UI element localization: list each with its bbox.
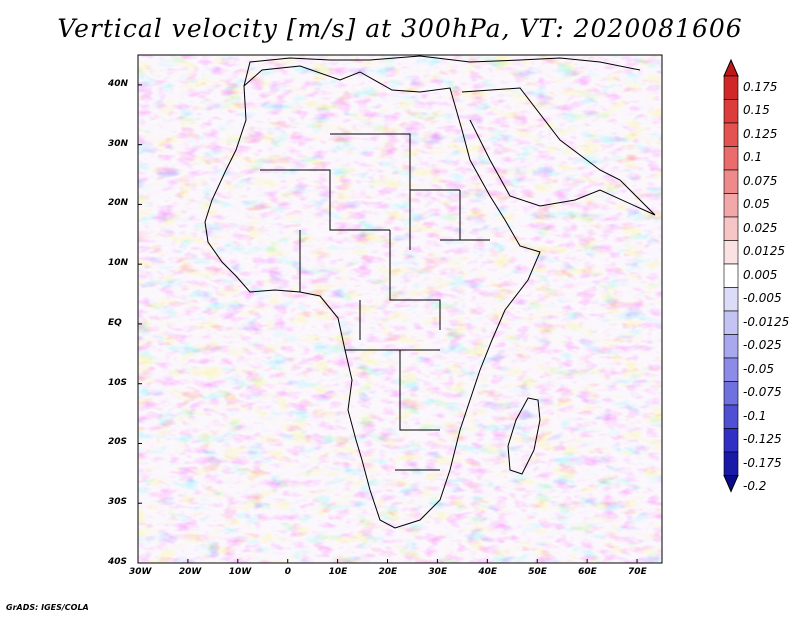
colorbar-swatch [723,146,739,171]
colorbar-label: -0.025 [743,338,782,353]
madagascar-coastline [507,397,541,475]
axis-ticks [137,84,638,564]
colorbar-label: 0.005 [743,267,778,282]
colorbar-label: 0.175 [743,79,778,94]
map-frame [137,54,663,564]
colorbar-swatch [723,99,739,124]
colorbar-top-triangle [723,58,739,77]
colorbar-swatch [723,169,739,194]
colorbar-label: -0.2 [743,479,767,494]
arabia-coastline [461,87,656,216]
lon-label: 0 [284,567,291,577]
lon-label: 30E [428,567,448,577]
lat-label: 10N [108,258,129,269]
coastlines [204,55,656,529]
colorbar-swatch [723,75,739,100]
colorbar-label: -0.05 [743,361,775,376]
colorbar-swatch [723,310,739,335]
colorbar-swatch [723,451,739,476]
lon-label: 20E [378,567,398,577]
lat-label: 30N [108,138,129,149]
colorbar-label: 0.05 [743,197,770,212]
colorbar-label: -0.0125 [743,314,790,329]
lon-label: 70E [628,567,647,577]
colorbar-swatch [723,193,739,218]
colorbar-label: -0.175 [743,455,782,470]
colorbar-swatch [723,122,739,147]
velocity-field [138,55,662,563]
lon-label: 10E [328,567,348,577]
colorbar-label: -0.1 [743,408,767,423]
credit-text: GrADS: IGES/COLA [6,603,89,612]
colorbar-swatch [723,357,739,382]
lon-label: 50E [528,567,547,577]
lon-label: 10W [228,567,252,577]
colorbar-swatch [723,428,739,453]
colorbar-swatch [723,287,739,312]
africa-coastline [204,65,541,529]
lat-label: 20S [108,437,128,448]
border-lines [260,133,490,471]
colorbar-swatch [723,404,739,429]
map-title: Vertical velocity [m/s] at 300hPa, VT: 2… [57,14,743,43]
colorbar-swatch [723,334,739,359]
colorbar-label: 0.0125 [743,244,785,259]
lat-label: 20N [108,198,129,209]
lon-label: 40E [478,567,498,577]
lat-label: EQ [108,317,122,328]
colorbar [723,58,739,493]
colorbar-label: 0.125 [743,126,778,141]
colorbar-bottom-triangle [723,475,739,493]
lat-label: 10S [108,377,128,388]
colorbar-label: -0.005 [743,291,782,306]
lat-label: 30S [108,497,128,508]
lat-label: 40N [108,78,129,89]
lon-label: 60E [578,567,597,577]
colorbar-swatch [723,216,739,241]
colorbar-label: 0.1 [743,150,763,165]
lon-label: 30W [129,567,152,577]
lat-label: 40S [108,557,128,567]
colorbar-label: -0.125 [743,432,782,447]
colorbar-label: 0.075 [743,173,778,188]
colorbar-label: 0.025 [743,220,778,235]
colorbar-swatch [723,381,739,406]
colorbar-label: 0.15 [743,103,770,118]
colorbar-swatch [723,263,739,288]
colorbar-swatch [723,240,739,265]
lon-label: 20W [178,567,202,577]
colorbar-label: -0.075 [743,385,782,400]
europe-coastline [243,55,641,87]
